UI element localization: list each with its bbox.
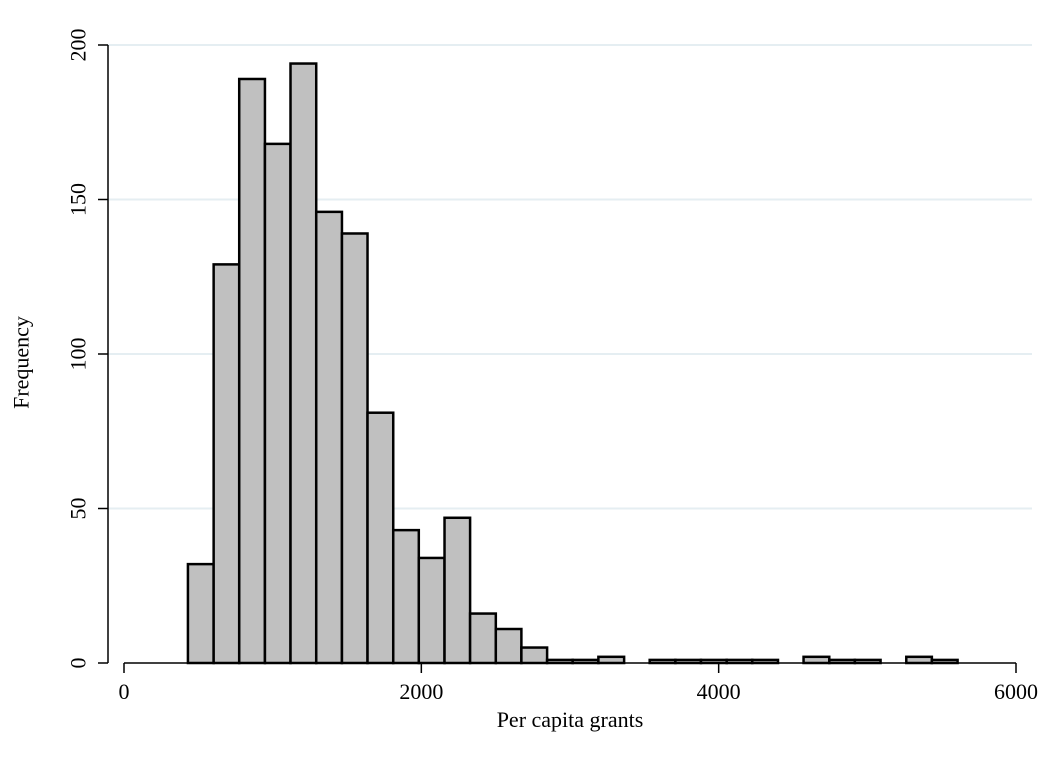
histogram-bar-5 [314,210,344,665]
x-axis-title: Per capita grants [497,707,644,732]
histogram-bar-4 [289,62,318,665]
histogram-bar-6 [340,232,369,665]
y-axis-title: Frequency [9,316,34,409]
y-tick-label-0: 0 [66,658,91,669]
x-tick-label-4000: 4000 [697,679,741,704]
histogram-bar-1 [212,263,241,665]
histogram-bar-12 [494,627,523,665]
histogram-bar-16 [597,655,626,665]
histogram-bar-2 [237,77,267,665]
histogram-bar-9 [417,556,446,665]
x-tick-label-0: 0 [119,679,130,704]
histogram-bar-11 [468,612,498,665]
x-tick-label-6000: 6000 [994,679,1038,704]
histogram-bar-0 [186,562,215,665]
x-axis-ticks: 0 2000 4000 6000 [119,663,1038,704]
x-tick-label-2000: 2000 [399,679,443,704]
histogram-bar-10 [443,516,472,665]
y-axis-ticks: 0 50 100 150 200 [66,29,108,669]
y-tick-label-50: 50 [66,498,91,520]
histogram-bars [186,62,959,665]
histogram-bar-7 [366,411,395,665]
y-tick-label-100: 100 [66,338,91,371]
histogram-bar-13 [520,646,549,665]
y-tick-label-150: 150 [66,183,91,216]
histogram-bar-25 [905,655,934,665]
y-tick-label-200: 200 [66,29,91,62]
histogram-bar-8 [391,528,421,665]
histogram-bar-22 [802,655,831,665]
histogram-bar-3 [263,142,292,665]
